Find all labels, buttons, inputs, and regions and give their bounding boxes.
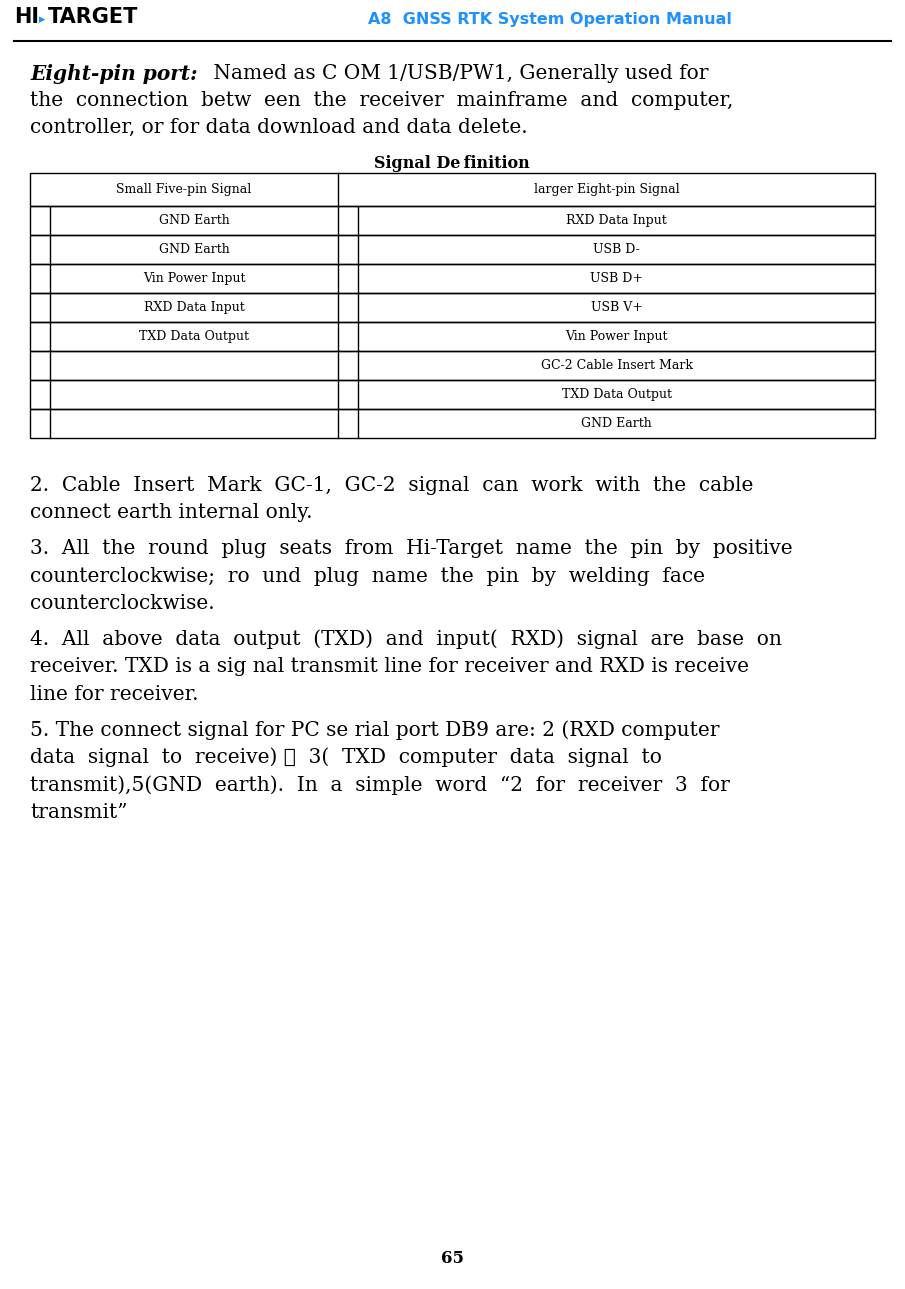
Bar: [30, 380, 875, 409]
Text: GND Earth: GND Earth: [158, 214, 229, 227]
Text: 4.  All  above  data  output  (TXD)  and  input(  RXD)  signal  are  base  on: 4. All above data output (TXD) and input…: [30, 629, 782, 650]
Text: HI: HI: [14, 6, 39, 27]
Text: Named as C OM 1/USB/PW1, Generally used for: Named as C OM 1/USB/PW1, Generally used …: [207, 64, 709, 82]
Text: Small Five-pin Signal: Small Five-pin Signal: [117, 183, 252, 196]
Text: ▸: ▸: [39, 13, 45, 26]
Text: counterclockwise;  ro  und  plug  name  the  pin  by  welding  face: counterclockwise; ro und plug name the p…: [30, 566, 705, 585]
Text: TXD Data Output: TXD Data Output: [561, 388, 672, 401]
Text: Vin Power Input: Vin Power Input: [143, 272, 245, 285]
Text: the  connection  betw  een  the  receiver  mainframe  and  computer,: the connection betw een the receiver mai…: [30, 92, 733, 110]
Text: line for receiver.: line for receiver.: [30, 684, 198, 704]
Bar: [30, 293, 875, 322]
Text: 65: 65: [441, 1250, 463, 1267]
Text: connect earth internal only.: connect earth internal only.: [30, 504, 312, 522]
Bar: [30, 264, 875, 293]
Text: transmit”: transmit”: [30, 803, 128, 821]
Text: GC-2 Cable Insert Mark: GC-2 Cable Insert Mark: [540, 360, 692, 373]
Text: 5. The connect signal for PC se rial port DB9 are: 2 (RXD computer: 5. The connect signal for PC se rial por…: [30, 721, 719, 740]
Text: 3.  All  the  round  plug  seats  from  Hi-Target  name  the  pin  by  positive: 3. All the round plug seats from Hi-Targ…: [30, 539, 793, 558]
Text: Vin Power Input: Vin Power Input: [566, 330, 668, 343]
Text: Signal De finition: Signal De finition: [374, 155, 529, 171]
Text: counterclockwise.: counterclockwise.: [30, 594, 214, 614]
Bar: [30, 235, 875, 264]
Bar: [30, 351, 875, 380]
Text: receiver. TXD is a sig nal transmit line for receiver and RXD is receive: receiver. TXD is a sig nal transmit line…: [30, 657, 749, 675]
Text: RXD Data Input: RXD Data Input: [144, 302, 244, 315]
Text: controller, or for data download and data delete.: controller, or for data download and dat…: [30, 119, 528, 137]
Text: TARGET: TARGET: [48, 6, 138, 27]
Text: TXD Data Output: TXD Data Output: [139, 330, 249, 343]
Bar: [30, 409, 875, 438]
Text: data  signal  to  receive) ，  3(  TXD  computer  data  signal  to: data signal to receive) ， 3( TXD compute…: [30, 748, 662, 767]
Text: GND Earth: GND Earth: [581, 418, 652, 431]
Text: Eight-pin port:: Eight-pin port:: [30, 64, 197, 84]
Text: 2.  Cable  Insert  Mark  GC-1,  GC-2  signal  can  work  with  the  cable: 2. Cable Insert Mark GC-1, GC-2 signal c…: [30, 476, 753, 495]
Text: USB D-: USB D-: [593, 244, 640, 257]
Bar: [30, 322, 875, 351]
Text: larger Eight-pin Signal: larger Eight-pin Signal: [534, 183, 680, 196]
Text: GND Earth: GND Earth: [158, 244, 229, 257]
Text: A8  GNSS RTK System Operation Manual: A8 GNSS RTK System Operation Manual: [368, 12, 732, 27]
Text: transmit),5(GND  earth).  In  a  simple  word  “2  for  receiver  3  for: transmit),5(GND earth). In a simple word…: [30, 775, 729, 794]
Bar: [30, 206, 875, 235]
Text: USB V+: USB V+: [591, 302, 643, 315]
Text: USB D+: USB D+: [590, 272, 643, 285]
Bar: [30, 173, 875, 206]
Text: RXD Data Input: RXD Data Input: [567, 214, 667, 227]
